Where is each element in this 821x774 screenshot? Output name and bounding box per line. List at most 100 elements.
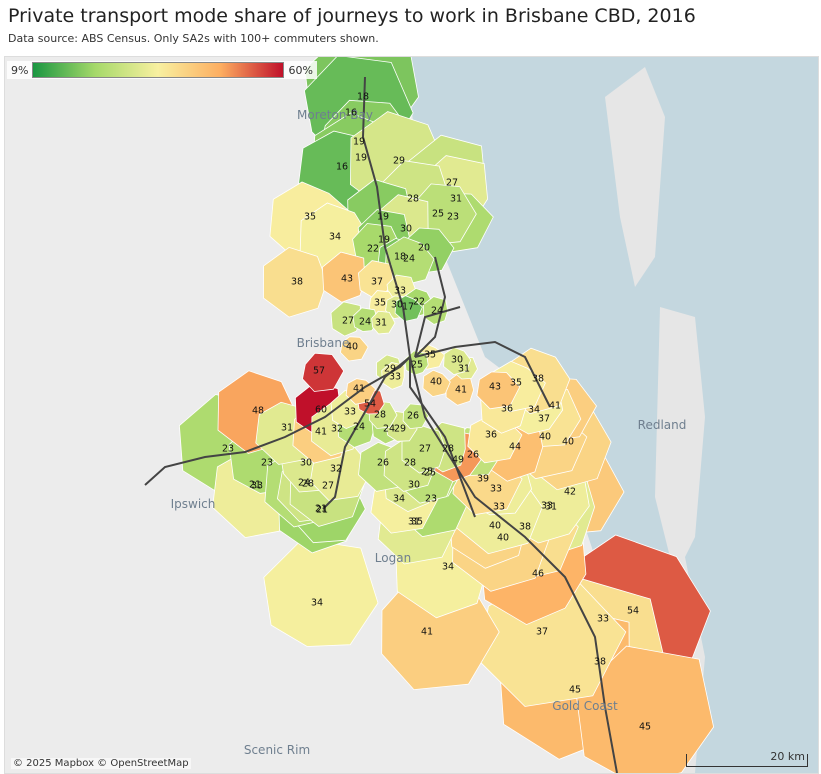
- region-value-label: 34: [442, 562, 454, 573]
- sa2-region[interactable]: [422, 369, 451, 398]
- region-value-label: 31: [281, 423, 293, 434]
- region-value-label: 38: [291, 277, 303, 288]
- region-value-label: 33: [344, 407, 356, 418]
- sa2-region[interactable]: [384, 236, 435, 286]
- region-value-label: 20: [418, 243, 430, 254]
- legend-min-label: 9%: [11, 63, 29, 77]
- region-value-label: 25: [411, 360, 423, 371]
- moreton-island: [655, 307, 705, 577]
- region-value-label: 24: [383, 424, 395, 435]
- rail-line: [361, 76, 618, 773]
- choropleth-map[interactable]: Moreton Bay Brisbane Redland Ipswich Logan Go…: [4, 56, 819, 774]
- region-value-label: 25: [424, 468, 436, 479]
- rail-line: [414, 256, 447, 358]
- region-value-label: 29: [394, 424, 406, 435]
- region-value-label: 28: [302, 479, 314, 490]
- region-value-label: 24: [298, 478, 310, 489]
- region-value-label: 41: [455, 385, 467, 396]
- sa2-region[interactable]: [443, 346, 472, 376]
- region-value-label: 27: [342, 316, 354, 327]
- region-value-label: 35: [411, 517, 423, 528]
- region-value-label: 42: [564, 487, 576, 498]
- region-value-label: 34: [528, 405, 540, 416]
- region-value-label: 17: [402, 302, 414, 313]
- region-value-label: 28: [404, 458, 416, 469]
- legend-gradient-bar: [32, 62, 285, 78]
- page-subtitle: Data source: ABS Census. Only SA2s with …: [8, 32, 379, 45]
- region-value-label: 33: [490, 484, 502, 495]
- sa2-region[interactable]: [340, 336, 369, 362]
- region-value-label: 21: [315, 504, 327, 515]
- region-value-label: 28: [442, 444, 454, 455]
- place-labels: Moreton Bay Brisbane Redland Ipswich Logan Go…: [171, 108, 687, 757]
- sa2-regions: [178, 57, 715, 773]
- rail-line: [322, 356, 411, 510]
- region-value-label: 32: [331, 424, 343, 435]
- region-value-label: 31: [408, 517, 420, 528]
- map-canvas[interactable]: Moreton Bay Brisbane Redland Ipswich Logan Go…: [5, 57, 818, 773]
- region-value-label: 19: [378, 235, 390, 246]
- region-value-label: 33: [541, 501, 553, 512]
- region-value-label: 30: [391, 300, 403, 311]
- region-value-label: 32: [330, 464, 342, 475]
- region-value-label: 48: [252, 406, 264, 417]
- sa2-region[interactable]: [371, 310, 396, 335]
- region-value-label: 31: [458, 364, 470, 375]
- rail-line: [414, 306, 461, 358]
- region-value-label: 16: [336, 162, 348, 173]
- region-value-label: 33: [493, 502, 505, 513]
- region-value-label: 24: [359, 317, 371, 328]
- region-value-label: 54: [364, 399, 376, 410]
- region-value-label: 34: [329, 232, 341, 243]
- region-value-label: 35: [510, 378, 522, 389]
- region-value-label: 23: [447, 212, 459, 223]
- sa2-region[interactable]: [330, 301, 362, 337]
- region-value-label: 43: [341, 274, 353, 285]
- map-attribution[interactable]: © 2025 Mapbox © OpenStreetMap: [11, 758, 191, 769]
- sa2-region[interactable]: [302, 352, 345, 392]
- sa2-region[interactable]: [352, 307, 379, 332]
- region-value-label: 23: [261, 458, 273, 469]
- region-value-label: 60: [315, 405, 327, 416]
- region-value-label: 30: [451, 355, 463, 366]
- region-value-label: 18: [394, 252, 406, 263]
- region-value-label: 38: [594, 657, 606, 668]
- place-label: Logan: [375, 551, 411, 565]
- sa2-region[interactable]: [401, 424, 446, 474]
- place-label: Redland: [638, 418, 687, 432]
- region-value-label: 26: [407, 411, 419, 422]
- region-value-label: 35: [374, 298, 386, 309]
- region-value-label: 37: [371, 277, 383, 288]
- sa2-region[interactable]: [402, 403, 430, 430]
- region-value-label: 28: [374, 410, 386, 421]
- region-value-label: 33: [251, 481, 263, 492]
- moreton-bay-water: [405, 57, 818, 773]
- region-value-label: 57: [313, 366, 325, 377]
- region-value-label: 24: [403, 254, 415, 265]
- region-value-label: 28: [407, 194, 419, 205]
- region-value-label: 40: [346, 342, 358, 353]
- sa2-region[interactable]: [476, 371, 521, 410]
- place-label: Gold Coast: [552, 699, 618, 713]
- sa2-region[interactable]: [263, 246, 328, 318]
- place-label: Ipswich: [171, 497, 216, 511]
- sa2-region[interactable]: [321, 251, 366, 303]
- region-value-label: 30: [400, 224, 412, 235]
- region-value-label: 44: [509, 442, 521, 453]
- region-value-label: 34: [393, 494, 405, 505]
- region-value-label: 49: [452, 455, 464, 466]
- region-value-label: 38: [519, 522, 531, 533]
- sa2-region[interactable]: [263, 538, 379, 647]
- region-value-label: 38: [532, 374, 544, 385]
- region-value-label: 27: [446, 178, 458, 189]
- region-value-label: 41: [421, 627, 433, 638]
- region-value-label: 26: [377, 458, 389, 469]
- region-value-label: 41: [353, 384, 365, 395]
- region-value-label: 33: [394, 286, 406, 297]
- region-value-label: 24: [353, 422, 365, 433]
- region-value-label: 40: [562, 437, 574, 448]
- region-value-label: 21: [316, 505, 328, 516]
- region-value-label: 35: [304, 212, 316, 223]
- region-value-label: 33: [389, 372, 401, 383]
